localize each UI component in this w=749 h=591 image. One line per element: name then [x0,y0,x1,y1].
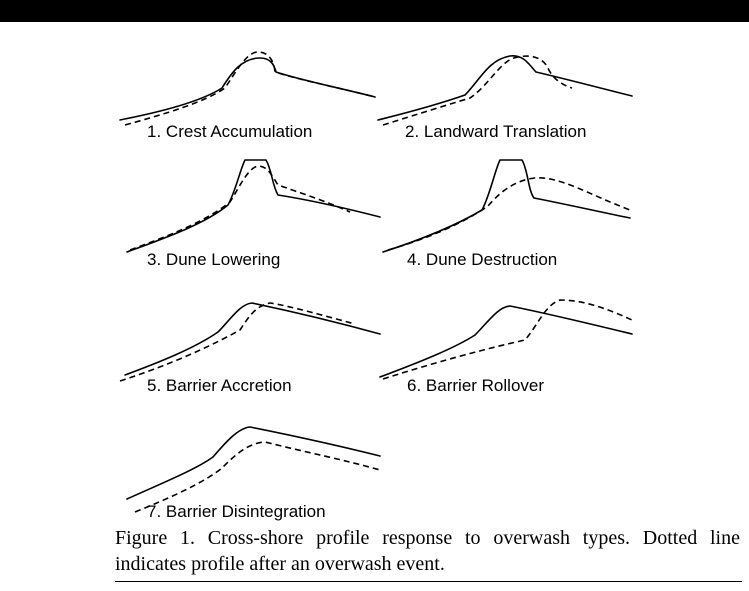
panel-dune-destruction: 4. Dune Destruction [382,159,631,269]
panel-dune-lowering: 3. Dune Lowering [126,159,381,269]
bottom-rule [115,581,742,582]
panel-label: 1. Crest Accumulation [147,122,312,141]
profile-before-line [382,159,631,253]
panel-barrier-disintegration: 7. Barrier Disintegration [126,426,381,521]
panel-barrier-rollover: 6. Barrier Rollover [379,299,633,395]
panel-barrier-accretion: 5. Barrier Accretion [119,302,381,395]
profile-before-line [377,55,633,121]
profile-after-line [134,441,381,513]
panel-label: 4. Dune Destruction [407,250,557,269]
profile-after-line [124,51,376,126]
figure-caption: Figure 1. Cross-shore profile response t… [115,527,740,575]
profile-before-line [119,57,376,121]
panel-label: 6. Barrier Rollover [407,376,544,395]
profile-after-line [129,165,351,251]
panel-crest-accumulation: 1. Crest Accumulation [119,51,376,141]
profile-before-line [379,305,633,378]
panel-landward-translation: 2. Landward Translation [377,55,633,141]
profile-after-line [382,299,633,380]
profile-after-line [387,177,631,251]
profile-after-line [382,55,573,126]
top-black-bar [0,0,749,22]
profile-before-line [126,426,381,500]
panel-label: 5. Barrier Accretion [147,376,292,395]
profile-after-line [119,302,356,382]
panel-label: 2. Landward Translation [405,122,586,141]
panel-label: 3. Dune Lowering [147,250,280,269]
profile-before-line [124,302,381,376]
profile-before-line [126,159,381,253]
panel-label: 7. Barrier Disintegration [147,502,326,521]
